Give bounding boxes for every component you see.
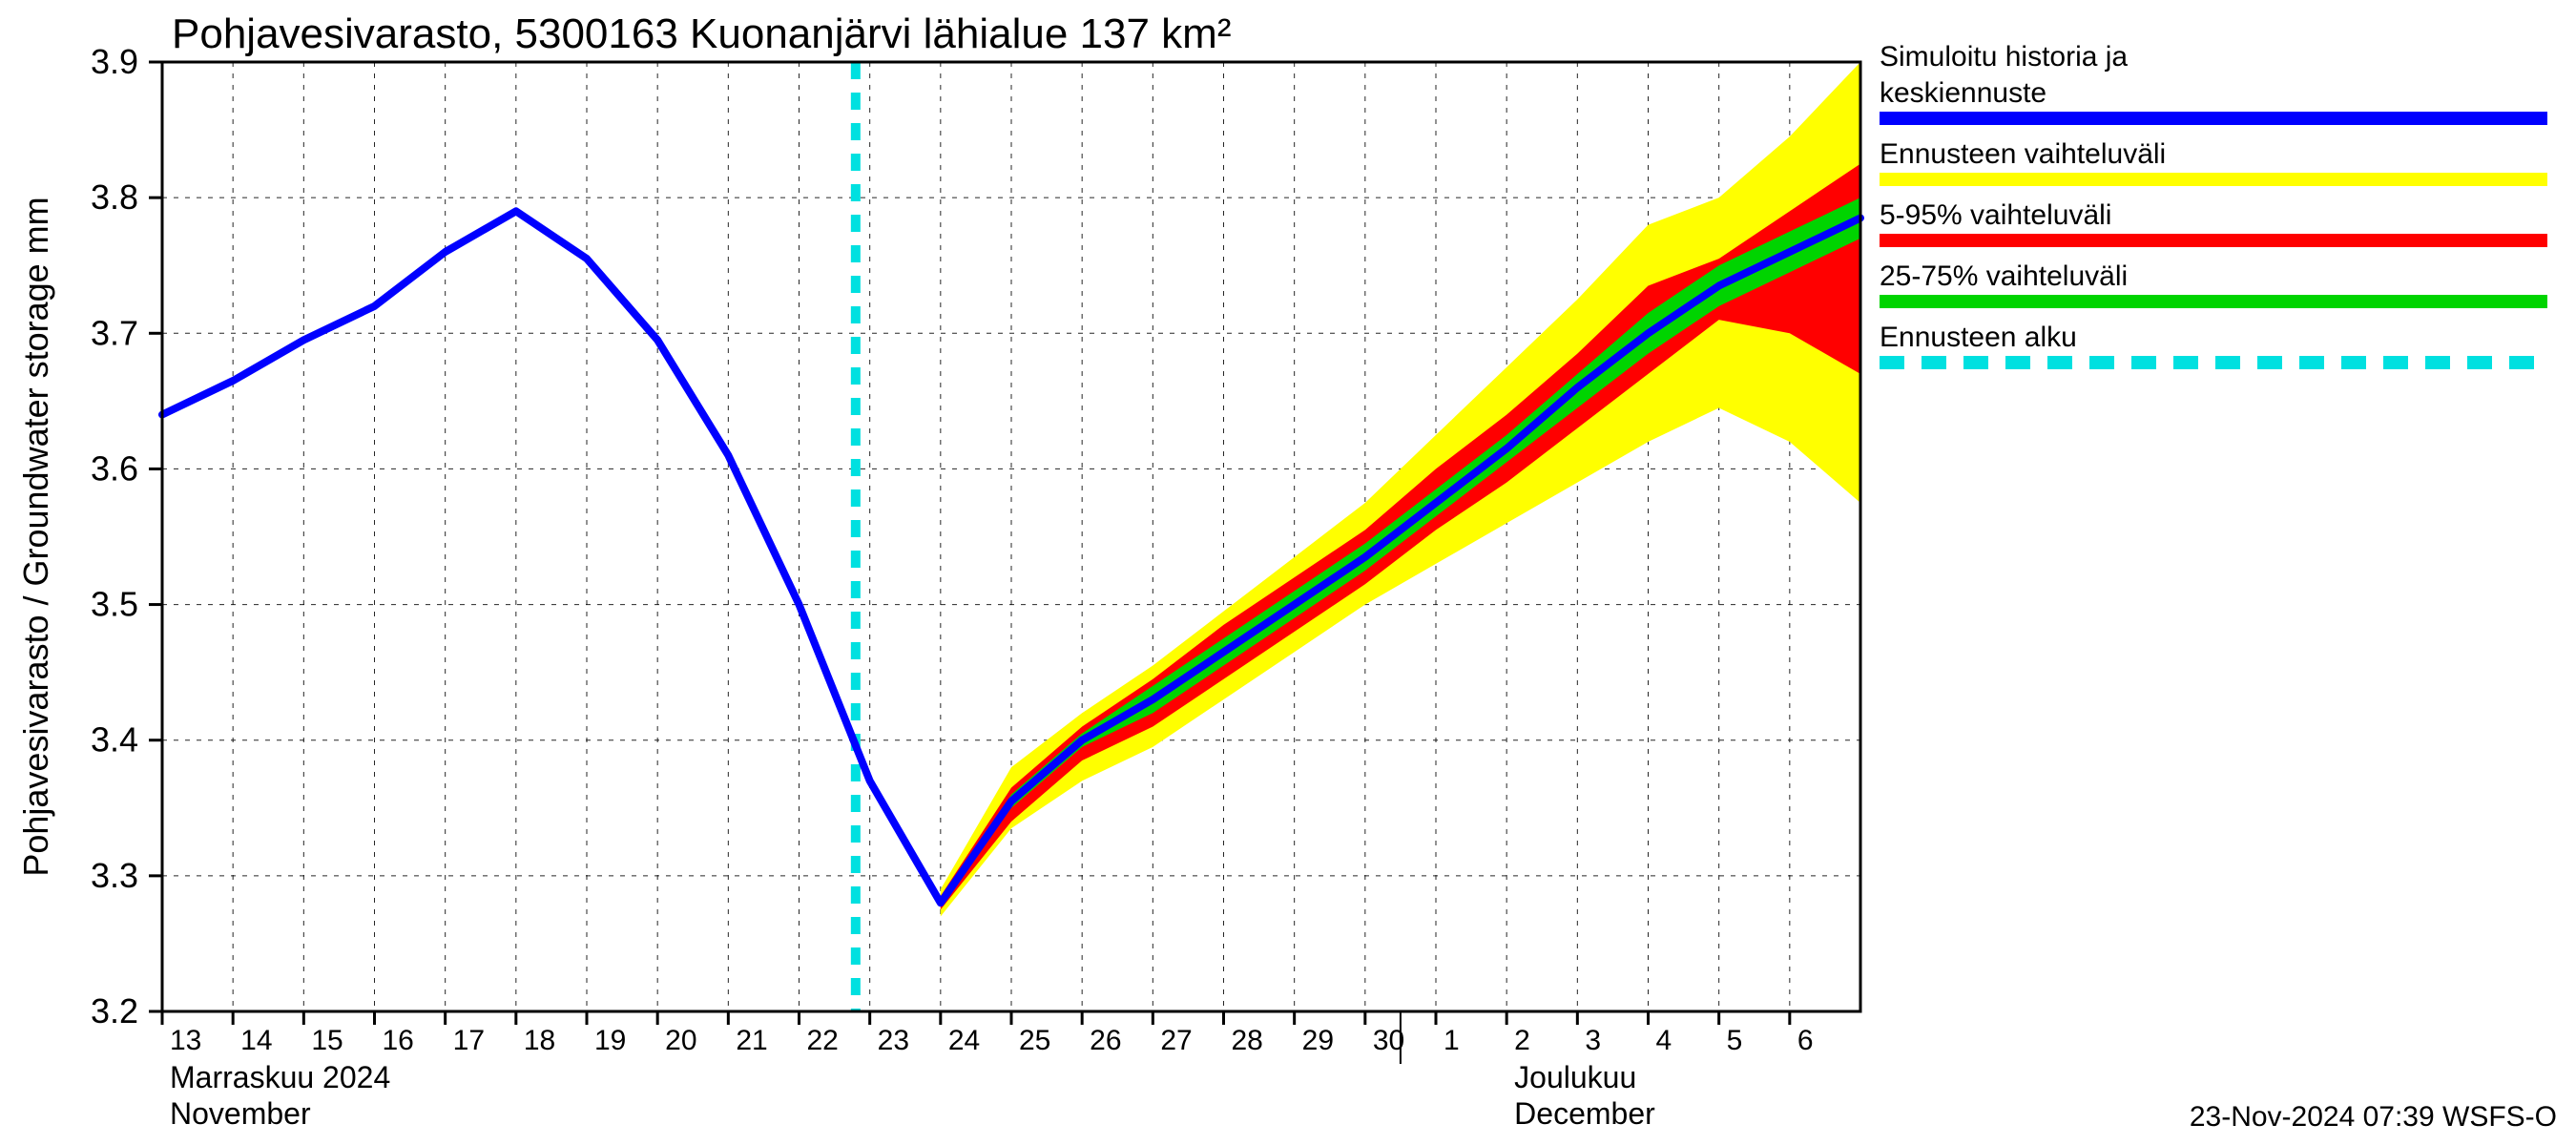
x-tick-label: 24 (948, 1025, 980, 1056)
legend-label: Ennusteen alku (1880, 322, 2077, 353)
groundwater-chart: 3.23.33.43.53.63.73.83.91314151617181920… (0, 0, 2576, 1145)
month-label-2-en: December (1514, 1096, 1655, 1131)
legend-swatch (1880, 295, 2547, 308)
x-tick-label: 22 (807, 1025, 839, 1056)
month-label-1-fi: Marraskuu 2024 (170, 1060, 390, 1094)
x-tick-label: 19 (594, 1025, 626, 1056)
legend-label: 25-75% vaihteluväli (1880, 260, 2128, 292)
y-tick-label: 3.6 (91, 448, 138, 488)
x-tick-label: 21 (736, 1025, 767, 1056)
x-tick-label: 1 (1444, 1025, 1460, 1056)
x-tick-label: 20 (665, 1025, 696, 1056)
legend-swatch (1880, 173, 2547, 186)
x-tick-label: 6 (1797, 1025, 1814, 1056)
x-tick-label: 18 (524, 1025, 555, 1056)
month-label-2-fi: Joulukuu (1514, 1060, 1636, 1094)
x-tick-label: 17 (453, 1025, 485, 1056)
legend-label: Simuloitu historia ja (1880, 41, 2128, 73)
x-tick-label: 29 (1302, 1025, 1334, 1056)
y-tick-label: 3.3 (91, 856, 138, 895)
y-tick-label: 3.5 (91, 585, 138, 624)
x-tick-label: 26 (1090, 1025, 1121, 1056)
x-tick-label: 23 (878, 1025, 909, 1056)
x-tick-label: 5 (1727, 1025, 1743, 1056)
x-tick-label: 4 (1656, 1025, 1672, 1056)
x-tick-label: 13 (170, 1025, 201, 1056)
timestamp: 23-Nov-2024 07:39 WSFS-O (2190, 1101, 2557, 1133)
chart-title: Pohjavesivarasto, 5300163 Kuonanjärvi lä… (172, 10, 1231, 57)
x-tick-label: 15 (311, 1025, 343, 1056)
x-tick-label: 28 (1232, 1025, 1263, 1056)
y-tick-label: 3.4 (91, 720, 138, 760)
legend-label: keskiennuste (1880, 77, 2046, 109)
x-tick-label: 3 (1585, 1025, 1601, 1056)
y-axis-title: Pohjavesivarasto / Groundwater storage m… (16, 197, 55, 876)
x-tick-label: 14 (240, 1025, 272, 1056)
x-tick-label: 16 (383, 1025, 414, 1056)
chart-container: 3.23.33.43.53.63.73.83.91314151617181920… (0, 0, 2576, 1145)
x-tick-label: 27 (1160, 1025, 1192, 1056)
legend-label: Ennusteen vaihteluväli (1880, 138, 2166, 170)
y-tick-label: 3.8 (91, 177, 138, 217)
x-tick-label: 25 (1019, 1025, 1050, 1056)
x-tick-label: 2 (1514, 1025, 1530, 1056)
y-tick-label: 3.2 (91, 991, 138, 1030)
legend-swatch (1880, 234, 2547, 247)
month-label-1-en: November (170, 1096, 311, 1131)
y-tick-label: 3.7 (91, 313, 138, 352)
legend-label: 5-95% vaihteluväli (1880, 199, 2111, 231)
y-tick-label: 3.9 (91, 42, 138, 81)
